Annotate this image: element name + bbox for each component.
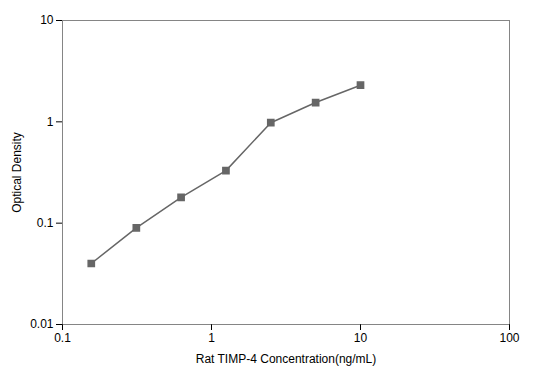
svg-text:1: 1: [47, 115, 54, 129]
svg-text:Rat TIMP-4 Concentration(ng/mL: Rat TIMP-4 Concentration(ng/mL): [196, 352, 377, 366]
svg-text:0.1: 0.1: [54, 331, 71, 345]
svg-text:100: 100: [499, 331, 519, 345]
svg-text:0.1: 0.1: [37, 216, 54, 230]
svg-text:1: 1: [208, 331, 215, 345]
svg-text:0.01: 0.01: [30, 317, 54, 331]
svg-text:Optical Density: Optical Density: [10, 132, 24, 213]
svg-text:10: 10: [354, 331, 368, 345]
svg-text:10: 10: [40, 13, 54, 27]
